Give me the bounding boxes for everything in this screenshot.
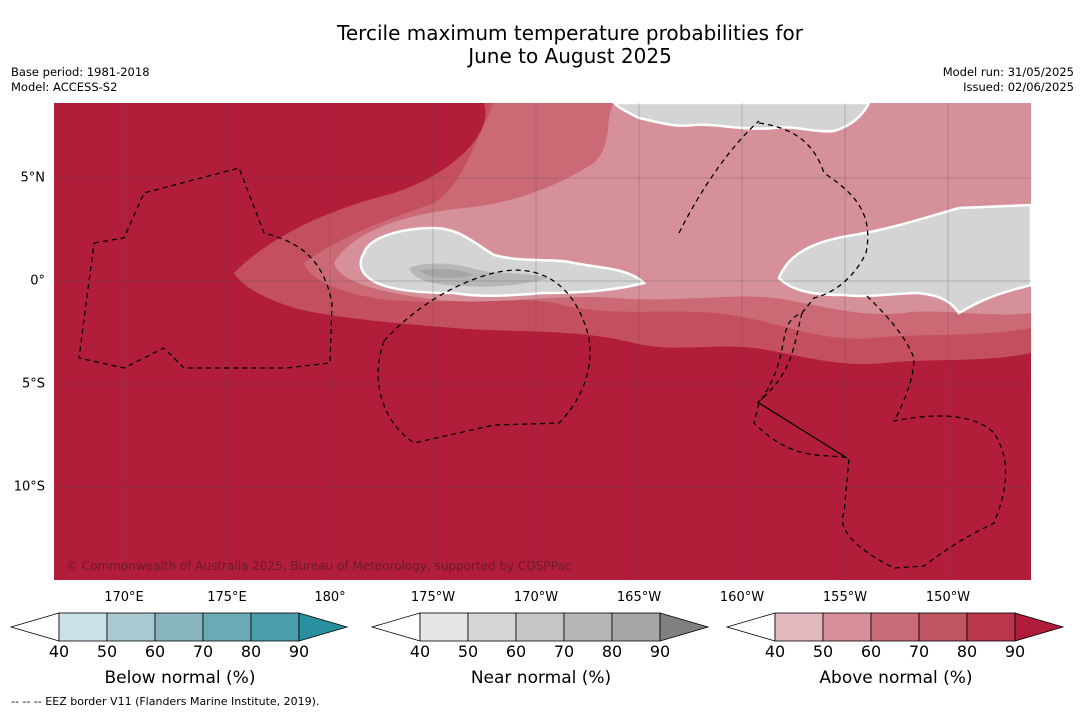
cbar-segment — [58, 612, 108, 642]
cbar-tick: 40 — [764, 642, 786, 661]
cbar-tick: 80 — [240, 642, 262, 661]
cbar-segment — [298, 612, 349, 642]
cbar-tick: 60 — [505, 642, 527, 661]
title-line-1: Tercile maximum temperature probabilitie… — [337, 21, 803, 45]
cbar-tick: 90 — [649, 642, 671, 661]
cbar-segment — [1014, 612, 1065, 642]
lon-label: 180° — [314, 590, 346, 605]
colorbar-near-normal-scale — [371, 612, 710, 642]
lon-label: 175°E — [207, 590, 247, 605]
eez-tokelau-samoa — [377, 269, 591, 444]
cbar-tick: 50 — [457, 642, 479, 661]
metadata-right: Model run: 31/05/2025 Issued: 02/06/2025 — [943, 65, 1074, 95]
colorbar-below-normal — [10, 612, 350, 642]
colorbar-near-normal — [371, 612, 711, 642]
cbar-segment — [202, 612, 252, 642]
cbar-tick: 40 — [409, 642, 431, 661]
cbar-segment — [659, 612, 710, 642]
cbar-segment — [467, 612, 517, 642]
near-normal-top — [612, 103, 871, 133]
cbar-segment — [419, 612, 469, 642]
eez-borders — [78, 120, 1007, 569]
lon-label: 170°E — [104, 590, 144, 605]
cbar-segment — [154, 612, 204, 642]
cbar-segment — [966, 612, 1016, 642]
lat-label: 0° — [30, 273, 45, 289]
cbar-tick: 50 — [812, 642, 834, 661]
cbar-segment — [726, 612, 776, 642]
eez-kiribati-line — [753, 122, 1007, 569]
cbar-tick: 80 — [601, 642, 623, 661]
cbar-tick: 70 — [908, 642, 930, 661]
colorbar-below-normal-scale — [10, 612, 349, 642]
graticule — [54, 103, 1031, 580]
cbar-segment — [250, 612, 300, 642]
colorbar-above-normal-title: Above normal (%) — [819, 668, 973, 688]
lat-label: 5°S — [21, 376, 45, 392]
cbar-tick: 90 — [1004, 642, 1026, 661]
lat-label: 5°N — [20, 170, 46, 186]
near-normal-east — [777, 203, 1031, 315]
chart-title: Tercile maximum temperature probabilitie… — [0, 22, 1085, 68]
cbar-segment — [822, 612, 872, 642]
lon-label: 170°W — [513, 590, 559, 605]
eez-footnote: -- -- -- EEZ border V11 (Flanders Marine… — [11, 695, 320, 708]
lon-label: 165°W — [616, 590, 662, 605]
eez-french-polynesia — [756, 312, 803, 404]
cbar-segment — [774, 612, 824, 642]
lon-label: 155°W — [822, 590, 868, 605]
model-run: Model run: 31/05/2025 — [942, 65, 1074, 79]
cbar-segment — [106, 612, 156, 642]
cbar-tick: 70 — [553, 642, 575, 661]
title-line-2: June to August 2025 — [468, 44, 672, 68]
cbar-segment — [870, 612, 920, 642]
colorbar-below-normal-title: Below normal (%) — [104, 668, 256, 688]
cbar-segment — [371, 612, 421, 642]
cbar-segment — [515, 612, 565, 642]
cbar-segment — [10, 612, 60, 642]
metadata-left: Base period: 1981-2018 Model: ACCESS-S2 — [11, 65, 150, 95]
lon-label: 150°W — [925, 590, 971, 605]
colorbar-above-normal — [726, 612, 1066, 642]
cbar-tick: 50 — [96, 642, 118, 661]
cbar-tick: 70 — [192, 642, 214, 661]
cbar-tick: 60 — [860, 642, 882, 661]
cbar-segment — [611, 612, 661, 642]
cbar-segment — [563, 612, 613, 642]
colorbar-near-normal-title: Near normal (%) — [470, 668, 612, 688]
lon-label: 175°W — [410, 590, 456, 605]
probability-map — [54, 103, 1031, 580]
lon-label: 160°W — [719, 590, 765, 605]
colorbar-above-normal-scale — [726, 612, 1065, 642]
eez-line-islands-upper — [678, 120, 760, 234]
lat-label: 10°S — [13, 479, 45, 495]
cbar-segment — [918, 612, 968, 642]
cbar-tick: 60 — [144, 642, 166, 661]
cbar-tick: 90 — [288, 642, 310, 661]
base-period: Base period: 1981-2018 — [11, 65, 150, 79]
cbar-tick: 80 — [956, 642, 978, 661]
issued-date: Issued: 02/06/2025 — [963, 80, 1074, 94]
copyright-notice: © Commonwealth of Australia 2025, Bureau… — [66, 559, 572, 573]
eez-kiribati-gilbert — [78, 167, 333, 369]
model-name: Model: ACCESS-S2 — [11, 80, 118, 94]
cbar-tick: 40 — [48, 642, 70, 661]
eez-solid-segment — [758, 402, 848, 459]
